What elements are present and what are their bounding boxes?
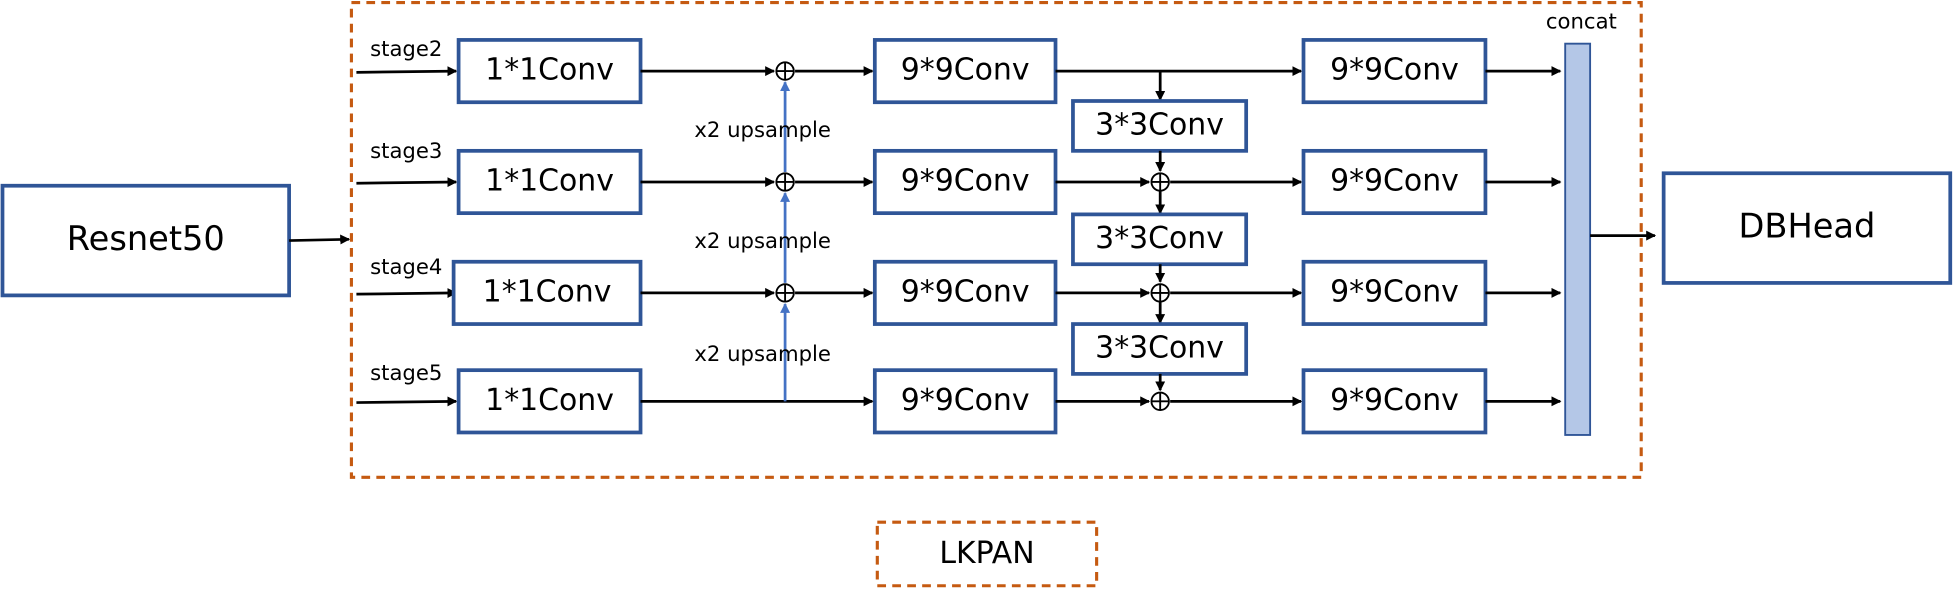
smooth-conv-1-label: 9*9Conv (901, 53, 1030, 88)
arrow (356, 396, 458, 407)
arrow (356, 177, 458, 188)
concat-bar (1564, 42, 1592, 436)
lateral-conv-label: 1*1Conv (485, 163, 614, 198)
head-box (1661, 171, 1953, 285)
lateral-conv-label: 1*1Conv (485, 383, 614, 418)
lateral-conv-label: 1*1Conv (483, 274, 612, 309)
arrow (356, 66, 458, 77)
lkpan-label-frame (875, 520, 1099, 588)
smooth-conv-1-label: 9*9Conv (901, 383, 1030, 418)
lateral-conv-box (456, 38, 643, 105)
smooth-conv-1-box (872, 259, 1058, 326)
smooth-conv-2-label: 9*9Conv (1330, 53, 1459, 88)
add-node-cross (1151, 173, 1169, 191)
add-node-cross (1151, 284, 1169, 302)
stage-label: stage2 (370, 36, 442, 61)
lkpan-frame (349, 0, 1643, 479)
smooth-conv-2-label: 9*9Conv (1330, 163, 1459, 198)
head-label: DBHead (1739, 207, 1876, 246)
stage-label: stage4 (370, 254, 442, 279)
add-node-cross (776, 62, 794, 80)
smooth-conv-2-label: 9*9Conv (1330, 383, 1459, 418)
add-node-cross (776, 284, 794, 302)
smooth-conv-1-label: 9*9Conv (901, 274, 1030, 309)
downsample-conv-label: 3*3Conv (1095, 221, 1224, 256)
smooth-conv-1-box (872, 368, 1058, 435)
stage-label: stage5 (370, 360, 442, 385)
arrow (289, 234, 351, 245)
lateral-conv-box (456, 148, 643, 216)
smooth-conv-2-box (1301, 259, 1488, 326)
module-label: LKPAN (939, 536, 1034, 571)
lateral-conv-box (456, 368, 643, 435)
smooth-conv-2-label: 9*9Conv (1330, 274, 1459, 309)
smooth-conv-2-box (1301, 368, 1488, 435)
smooth-conv-2-box (1301, 38, 1488, 105)
downsample-conv-box (1071, 99, 1249, 153)
downsample-conv-label: 3*3Conv (1095, 107, 1224, 142)
upsample-label: x2 upsample (694, 228, 831, 253)
add-node-cross (1151, 392, 1169, 411)
lateral-conv-label: 1*1Conv (485, 53, 614, 88)
lateral-conv-box (451, 259, 643, 326)
concat-label: concat (1546, 8, 1617, 33)
downsample-conv-label: 3*3Conv (1095, 330, 1224, 365)
backbone-label: Resnet50 (67, 219, 225, 258)
stage-label: stage3 (370, 138, 442, 163)
smooth-conv-1-label: 9*9Conv (901, 163, 1030, 198)
upsample-label: x2 upsample (694, 341, 831, 366)
arrow (356, 288, 458, 298)
add-node-cross (776, 173, 794, 191)
downsample-conv-box (1071, 212, 1249, 267)
network: stage2 1*1Conv 9*9Conv 9*9Conv stage3 1*1Conv… (356, 36, 1562, 435)
smooth-conv-1-box (872, 148, 1058, 216)
upsample-label: x2 upsample (694, 117, 831, 142)
smooth-conv-1-box (872, 38, 1058, 105)
